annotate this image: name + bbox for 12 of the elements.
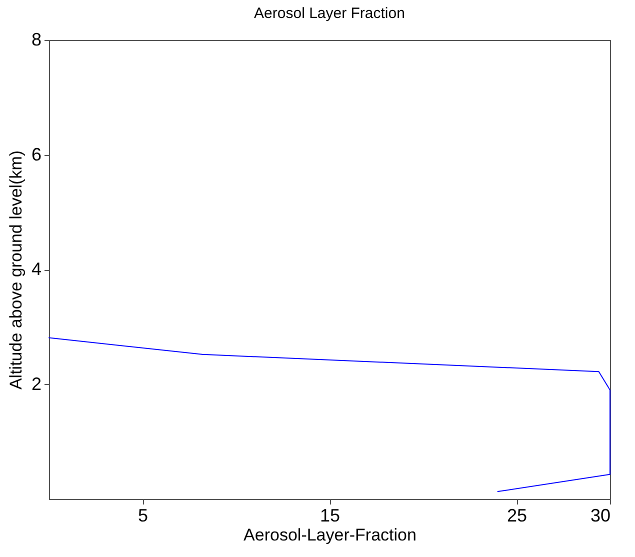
y-tick-label: 6 — [31, 144, 42, 164]
line-series — [48, 337, 610, 492]
x-axis-title: Aerosol-Layer-Fraction — [244, 526, 416, 544]
x-tick-label: 5 — [138, 506, 148, 526]
y-tick-label: 4 — [31, 259, 42, 279]
x-tick-label: 25 — [506, 506, 528, 526]
y-tick-label: 8 — [31, 30, 42, 50]
y-axis-title: Altitude above ground level(km) — [6, 150, 26, 390]
x-tick-label: 30 — [590, 506, 610, 526]
x-tick-label: 15 — [320, 506, 340, 526]
chart-title: Aerosol Layer Fraction — [254, 5, 405, 22]
y-tick-label: 2 — [31, 374, 42, 394]
